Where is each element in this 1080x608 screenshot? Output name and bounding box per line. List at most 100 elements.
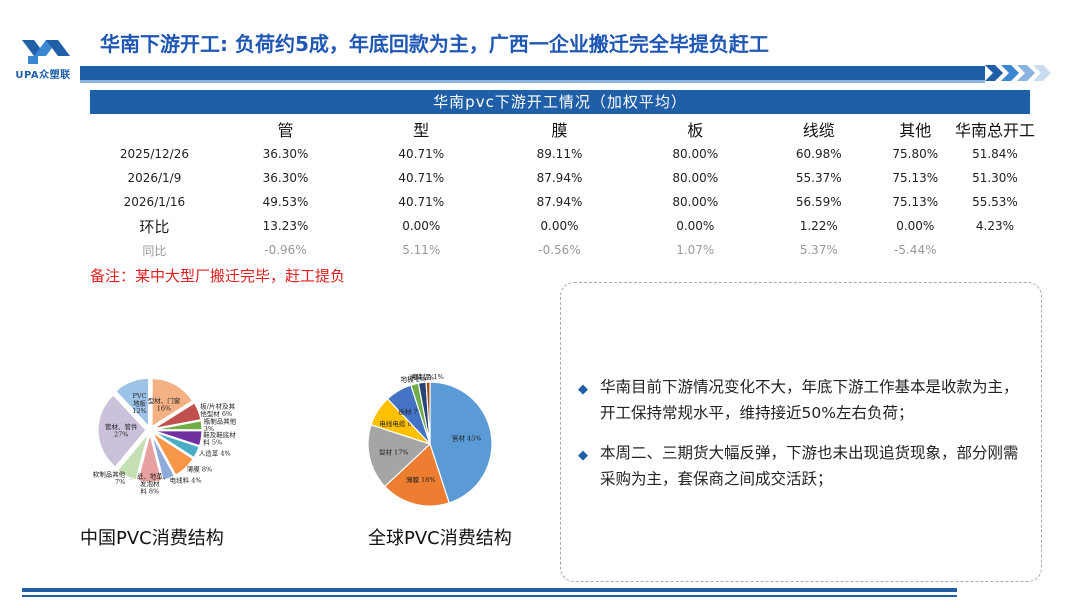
table-cell: -5.44% xyxy=(894,243,937,257)
table-row: 2025/12/26 36.30% 40.71% 89.11% 80.00% 6… xyxy=(90,142,1035,166)
diamond-bullet-icon: ◆ xyxy=(578,448,588,463)
pie-slice xyxy=(97,394,147,468)
pie-slice-label: 人造革 4% xyxy=(199,448,231,457)
pie-slice-label: 型材 17% xyxy=(379,447,409,456)
table-header-cell: 线缆 xyxy=(802,121,835,140)
global-pie-caption: 全球PVC消费结构 xyxy=(368,528,512,549)
page-title: 华南下游开工: 负荷约5成，年底回款为主，广西一企业搬迁完全毕提负赶工 xyxy=(100,32,769,56)
table-cell: 40.71% xyxy=(398,147,445,161)
pie-slice xyxy=(137,433,163,483)
table-row: 2026/1/16 49.53% 40.71% 87.94% 80.00% 56… xyxy=(90,190,1035,214)
table-cell: -0.96% xyxy=(264,243,307,257)
table-cell: 1.22% xyxy=(799,219,838,233)
pie-slice-label: 薄膜 8% xyxy=(187,465,212,474)
bullet-item: ◆ 华南目前下游情况变化不大，年底下游工作基本是收款为主，开工保持常规水平，维持… xyxy=(578,374,1033,426)
remark-note: 备注：某中大型厂搬迁完毕，赶工提负 xyxy=(90,267,346,285)
table-header-blank xyxy=(90,116,219,142)
table-header-row: 管 型 膜 板 线缆 其他 华南总开工 xyxy=(90,116,1035,142)
table-cell: -0.56% xyxy=(538,243,581,257)
table-cell: 80.00% xyxy=(672,195,719,209)
pie-slice xyxy=(153,402,202,430)
pie-slice xyxy=(425,381,431,445)
chevron-decor-icon xyxy=(985,65,1051,81)
table-cell: 13.23% xyxy=(262,219,309,233)
bullet-text: 华南目前下游情况变化不大，年底下游工作基本是收款为主，开工保持常规水平，维持接近… xyxy=(600,378,1019,422)
table-cell: 80.00% xyxy=(672,147,719,161)
table-cell: 0.00% xyxy=(540,219,579,233)
table-cell: 56.59% xyxy=(795,195,842,209)
table-cell: 51.30% xyxy=(972,171,1018,185)
table-cell: 75.13% xyxy=(892,171,939,185)
row-label: 2025/12/26 xyxy=(119,147,189,161)
table-cell: 0.00% xyxy=(676,219,715,233)
pie-slice-label: 涂料 2% xyxy=(409,373,434,382)
operating-rate-table: 管 型 膜 板 线缆 其他 华南总开工 2025/12/26 36.30% 40… xyxy=(90,116,1035,262)
table-cell: 87.94% xyxy=(536,171,583,185)
table-cell: 0.00% xyxy=(402,219,441,233)
pie-slice xyxy=(153,420,203,431)
pie-slice xyxy=(367,424,432,488)
pie-slice-label: 板/片材及其他型材 6% xyxy=(200,402,235,419)
table-cell xyxy=(955,238,1035,262)
pie-slice-label: PVC 地板 12% xyxy=(132,392,146,415)
pie-slice-label: 管材、管件 27% xyxy=(105,422,138,439)
pie-slice xyxy=(429,381,493,504)
pie-slice xyxy=(152,432,194,476)
upa-logo xyxy=(22,40,70,64)
table-title: 华南pvc下游开工情况（加权平均） xyxy=(90,90,1030,114)
pie-slice-label: 管材 45% xyxy=(452,433,482,442)
pie-slice-label: 电线电缆 8% xyxy=(379,419,417,428)
footer-bar-thin xyxy=(22,595,957,597)
table-header-cell: 膜 xyxy=(551,121,568,140)
bullet-item: ◆ 本周二、三期货大幅反弹，下游也未出现追货现象，部分刚需采购为主，套保商之间成… xyxy=(578,440,1033,492)
table-cell: 36.30% xyxy=(262,171,309,185)
table-header-cell: 管 xyxy=(277,121,294,140)
bullet-text: 本周二、三期货大幅反弹，下游也未出现追货现象，部分刚需采购为主，套保商之间成交活… xyxy=(600,444,1019,488)
commentary-box xyxy=(560,282,1042,582)
pie-slice xyxy=(153,430,203,447)
pie-slice-label: 瓶制品 1% xyxy=(412,372,444,381)
table-cell: 89.11% xyxy=(536,147,583,161)
table-row: 2026/1/9 36.30% 40.71% 87.94% 80.00% 55.… xyxy=(90,166,1035,190)
table-row-mom: 环比 13.23% 0.00% 0.00% 0.00% 1.22% 0.00% … xyxy=(90,214,1035,238)
table-cell: 60.98% xyxy=(795,147,842,161)
pie-slice-label: 电线料 4% xyxy=(170,475,202,484)
diamond-bullet-icon: ◆ xyxy=(578,382,588,397)
table-cell: 0.00% xyxy=(896,219,935,233)
pie-slice-label: 薄膜 18% xyxy=(406,475,436,484)
table-cell: 4.23% xyxy=(975,219,1015,233)
table-cell: 5.37% xyxy=(799,243,838,257)
global-pvc-pie-chart: 管材 45% 薄膜 18% 型材 17% 电线电缆 8% 板材 7% 地板 2%涂料 2%… xyxy=(367,372,493,507)
footer-bar xyxy=(22,588,957,592)
pie-slice-label: 鞋及鞋底材料 5% xyxy=(203,430,236,447)
table-cell: 36.30% xyxy=(262,147,309,161)
pie-slice-label: 软制品其他 7% xyxy=(93,469,126,486)
table-header-cell: 型 xyxy=(413,121,430,140)
row-label: 2026/1/9 xyxy=(127,171,182,185)
header-bar-accent xyxy=(80,80,985,83)
pie-slice xyxy=(153,431,200,459)
pie-slice-label: 瓶制品其他 3% xyxy=(204,417,237,434)
table-cell: 75.13% xyxy=(892,195,939,209)
pie-slice xyxy=(383,442,450,507)
row-label: 2026/1/16 xyxy=(123,195,186,209)
pie-slice-label: 地板 2% xyxy=(401,374,426,383)
pie-slice xyxy=(150,433,176,481)
china-pvc-pie-chart: PVC 地板 12%型材、门窗 16% 板/片材及其他型材 6%瓶制品其他 3%鞋及鞋底材… xyxy=(93,377,237,496)
row-label: 环比 xyxy=(139,217,170,236)
table-header-cell: 其他 xyxy=(899,121,932,140)
pie-slice xyxy=(116,433,149,481)
table-cell: 55.53% xyxy=(972,195,1018,209)
table-cell: 80.00% xyxy=(672,171,719,185)
table-cell: 5.11% xyxy=(402,243,441,257)
table-cell: 75.80% xyxy=(892,147,939,161)
pie-slice xyxy=(114,377,150,428)
header-bar xyxy=(80,66,985,80)
table-cell: 49.53% xyxy=(262,195,309,209)
table-row-yoy: 同比 -0.96% 5.11% -0.56% 1.07% 5.37% -5.44… xyxy=(90,238,1035,262)
pie-slice-label: 型材、门窗 16% xyxy=(148,396,181,413)
table-cell: 51.84% xyxy=(972,147,1018,161)
china-pie-caption: 中国PVC消费结构 xyxy=(80,528,224,549)
pie-slice-label: 壁纸、地革、发泡材料 8% xyxy=(130,472,169,496)
table-header-cell: 板 xyxy=(687,121,704,140)
